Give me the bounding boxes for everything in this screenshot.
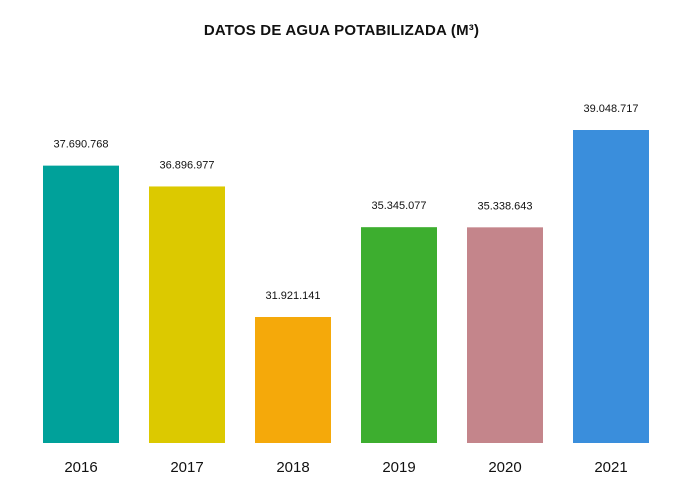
data-label-2018: 31.921.141 — [265, 290, 320, 302]
data-label-2019: 35.345.077 — [371, 200, 426, 212]
x-tick-label-2019: 2019 — [382, 459, 415, 476]
bar-2021 — [573, 130, 649, 443]
bar-2018 — [255, 317, 331, 443]
x-tick-label-2016: 2016 — [64, 459, 97, 476]
x-tick-label-2018: 2018 — [276, 459, 309, 476]
bar-2020 — [467, 227, 543, 443]
bar-2017 — [149, 186, 225, 444]
chart-title: DATOS DE AGUA POTABILIZADA (M³) — [203, 22, 480, 39]
x-tick-label-2021: 2021 — [594, 459, 627, 476]
x-tick-label-2020: 2020 — [488, 459, 521, 476]
bar-2019 — [361, 227, 437, 443]
data-label-2017: 36.896.977 — [159, 159, 214, 171]
data-label-2016: 37.690.768 — [53, 139, 108, 151]
bar-2016 — [43, 165, 119, 443]
data-label-2020: 35.338.643 — [477, 200, 532, 212]
x-tick-label-2017: 2017 — [170, 459, 203, 476]
data-label-2021: 39.048.717 — [583, 103, 638, 115]
